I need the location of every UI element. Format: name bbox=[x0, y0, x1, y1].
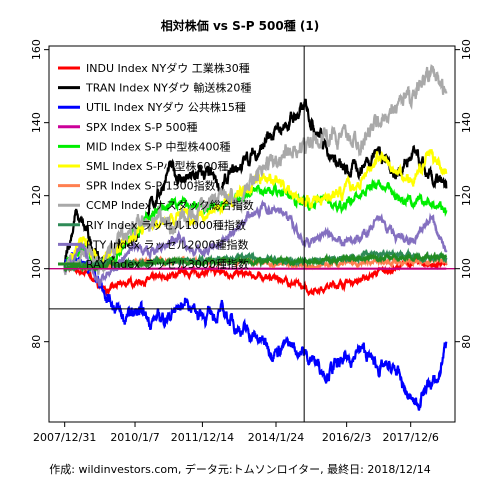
x-tick-label: 2007/12/31 bbox=[33, 431, 96, 444]
y-tick-label-left: 100 bbox=[30, 258, 43, 279]
y-tick-label-right: 80 bbox=[460, 335, 473, 349]
legend-label: RTY Index ラッセル2000種指数 bbox=[86, 237, 249, 251]
legend-label: SML Index S-P小型株600種 bbox=[86, 159, 228, 173]
axes-layer: 80 80 100 100 120 120 140 140 160 160 2007/12/31 20… bbox=[30, 39, 473, 444]
y-tick-label-right: 160 bbox=[460, 39, 473, 60]
legend-label: RAY Index ラッセル3000種指数 bbox=[86, 257, 249, 271]
series-line-9 bbox=[63, 199, 448, 287]
legend-label: RIY Index ラッセル1000種指数 bbox=[86, 218, 246, 232]
legend-label: UTIL Index NYダウ 公共株15種 bbox=[86, 100, 246, 114]
legend: INDU Index NYダウ 工業株30種 TRAN Index NYダウ 輸送… bbox=[58, 61, 254, 271]
y-tick-label-right: 120 bbox=[460, 185, 473, 206]
x-tick-label: 2016/2/3 bbox=[322, 431, 371, 444]
series-layer bbox=[63, 64, 448, 411]
chart-caption: 作成: wildinvestors.com, データ元:トムソンロイター, 最終… bbox=[49, 462, 430, 476]
x-tick-label: 2014/1/24 bbox=[248, 431, 304, 444]
y-tick-label-left: 160 bbox=[30, 39, 43, 60]
x-tick-label: 2010/1/7 bbox=[110, 431, 159, 444]
y-tick-label-left: 120 bbox=[30, 185, 43, 206]
series-line-7 bbox=[63, 64, 448, 276]
series-line-10 bbox=[63, 250, 448, 273]
chart-title: 相対株価 vs S-P 500種 (1) bbox=[161, 18, 319, 33]
series-line-5 bbox=[63, 149, 448, 272]
legend-label: MID Index S-P 中型株400種 bbox=[86, 139, 231, 153]
y-tick-label-left: 140 bbox=[30, 112, 43, 133]
x-tick-label: 2017/12/6 bbox=[382, 431, 438, 444]
y-tick-label-left: 80 bbox=[30, 335, 43, 349]
series-line-0 bbox=[63, 253, 448, 297]
x-tick-label: 2011/12/14 bbox=[171, 431, 234, 444]
plot-frame bbox=[48, 45, 456, 423]
legend-label: CCMP Index ナスダック総合指数 bbox=[86, 198, 254, 212]
legend-label: SPX Index S-P 500種 bbox=[86, 120, 198, 134]
legend-label: SPR Index S-P 1500指数 bbox=[86, 179, 216, 193]
y-tick-label-right: 140 bbox=[460, 112, 473, 133]
series-line-2 bbox=[63, 252, 448, 411]
legend-label: TRAN Index NYダウ 輸送株20種 bbox=[85, 81, 251, 95]
legend-label: INDU Index NYダウ 工業株30種 bbox=[86, 61, 250, 75]
y-tick-label-right: 100 bbox=[460, 258, 473, 279]
